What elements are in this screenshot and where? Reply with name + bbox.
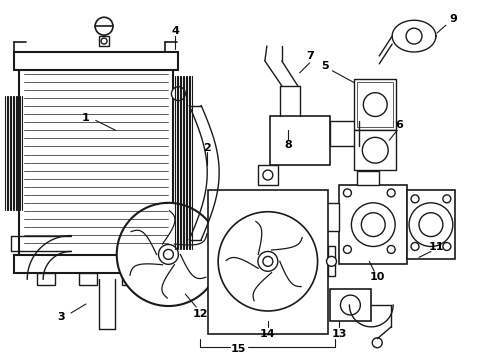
Circle shape — [172, 225, 185, 239]
Text: 15: 15 — [230, 344, 245, 354]
Circle shape — [443, 195, 451, 203]
Bar — [37, 273, 55, 285]
Circle shape — [95, 17, 113, 35]
Circle shape — [419, 213, 443, 237]
Circle shape — [172, 87, 185, 100]
Text: 4: 4 — [172, 26, 179, 36]
Bar — [354, 79, 396, 130]
Circle shape — [411, 243, 419, 251]
Bar — [329, 289, 371, 321]
Circle shape — [387, 246, 395, 253]
Circle shape — [387, 189, 395, 197]
Circle shape — [343, 246, 351, 253]
Bar — [122, 273, 140, 285]
Text: 5: 5 — [321, 61, 328, 71]
Circle shape — [258, 251, 278, 271]
Circle shape — [409, 203, 453, 247]
Text: 7: 7 — [306, 51, 314, 61]
Bar — [99, 36, 109, 46]
Circle shape — [158, 244, 178, 264]
Text: 9: 9 — [450, 14, 458, 24]
Circle shape — [361, 213, 385, 237]
Circle shape — [372, 338, 382, 348]
Text: 6: 6 — [395, 121, 403, 130]
Circle shape — [164, 249, 173, 260]
Circle shape — [117, 203, 220, 306]
Bar — [407, 190, 455, 260]
Text: 8: 8 — [284, 140, 292, 150]
Bar — [329, 121, 359, 146]
Bar — [270, 116, 329, 165]
Circle shape — [263, 256, 273, 266]
Circle shape — [218, 212, 318, 311]
Text: 11: 11 — [429, 243, 444, 252]
Circle shape — [101, 38, 107, 44]
Bar — [340, 185, 407, 264]
Circle shape — [411, 195, 419, 203]
Bar — [14, 52, 178, 70]
Circle shape — [351, 203, 395, 247]
Circle shape — [443, 243, 451, 251]
Bar — [208, 190, 327, 334]
Bar — [19, 66, 173, 260]
Circle shape — [363, 93, 387, 117]
Bar — [327, 247, 336, 276]
Bar — [323, 203, 340, 231]
Circle shape — [326, 256, 337, 266]
Bar — [354, 130, 396, 170]
Circle shape — [362, 137, 388, 163]
Text: 3: 3 — [57, 312, 65, 322]
Bar — [258, 165, 278, 185]
Text: 14: 14 — [260, 329, 276, 339]
Text: 12: 12 — [193, 309, 208, 319]
Bar — [357, 82, 393, 127]
Text: 2: 2 — [203, 143, 211, 153]
Text: 1: 1 — [82, 113, 90, 123]
Bar — [357, 171, 379, 185]
Circle shape — [343, 189, 351, 197]
Bar — [79, 273, 97, 285]
Bar — [14, 255, 178, 273]
Text: 13: 13 — [332, 329, 347, 339]
Text: 10: 10 — [369, 272, 385, 282]
Circle shape — [341, 295, 360, 315]
Circle shape — [263, 170, 273, 180]
Circle shape — [406, 28, 422, 44]
